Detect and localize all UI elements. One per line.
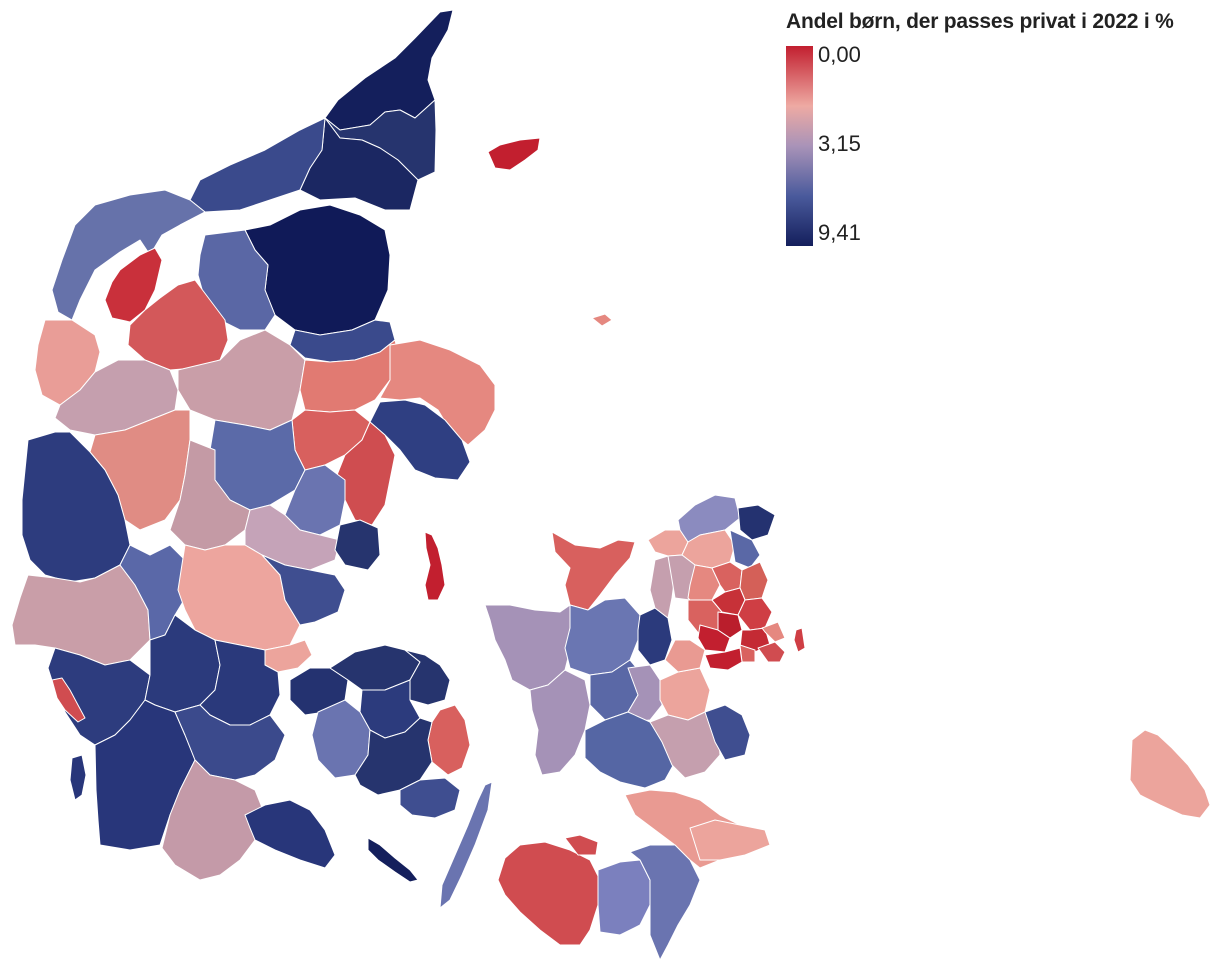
region-guldborgsund-west [597,859,651,936]
region-romoe [69,754,87,801]
region-saltholm [793,627,806,653]
region-norddjurs [379,339,496,446]
region-lolland-north [564,834,599,856]
legend-tick-mid: 3,15 [818,131,861,156]
legend-tick-max: 9,41 [818,220,861,245]
legend-title: Andel børn, der passes privat i 2022 i % [786,10,1174,33]
region-faxe [704,704,751,761]
region-thisted [51,189,206,321]
region-slagelse [529,669,591,776]
region-aabenraa [161,759,266,881]
region-horsholm-rudersdal [739,561,769,601]
region-svendborg [399,777,461,819]
region-brondby-hvidovre [704,647,743,671]
region-helsingoer [737,504,776,541]
region-ringsted [627,664,663,723]
region-taarnby-dragoer [757,641,786,663]
region-moen [689,819,771,861]
region-hedensted [261,554,346,626]
legend-color-scale [786,46,813,246]
region-viborg [177,329,306,431]
region-laesoe [487,137,541,171]
region-fredensborg [729,529,761,569]
region-fanoe [51,677,86,723]
legend: Andel børn, der passes privat i 2022 i %… [786,10,1216,246]
region-dragoer-coast [761,621,786,643]
region-bornholm [1129,729,1211,819]
region-naestved [584,711,676,789]
legend-tick-min: 0,00 [818,42,861,67]
region-guldborgsund-falster [629,844,701,961]
region-stevns [649,711,721,779]
region-gribskov [677,494,741,543]
region-albertslund-glostrup [717,611,743,639]
region-nyborg [427,704,471,776]
region-vejle [177,544,301,651]
region-aeroe [367,837,419,883]
region-kerteminde [404,649,451,706]
region-faaborg-midtfyn [354,717,433,796]
region-greve-solroed [664,639,706,673]
region-lolland [497,841,601,946]
region-jammerbugt [189,117,326,213]
region-odsherred [551,531,636,611]
region-koege [659,667,711,721]
region-odder [334,519,381,571]
region-samsoe [424,531,446,601]
region-langeland [439,781,493,909]
region-anholt [591,313,613,327]
region-soenderborg [244,799,336,869]
